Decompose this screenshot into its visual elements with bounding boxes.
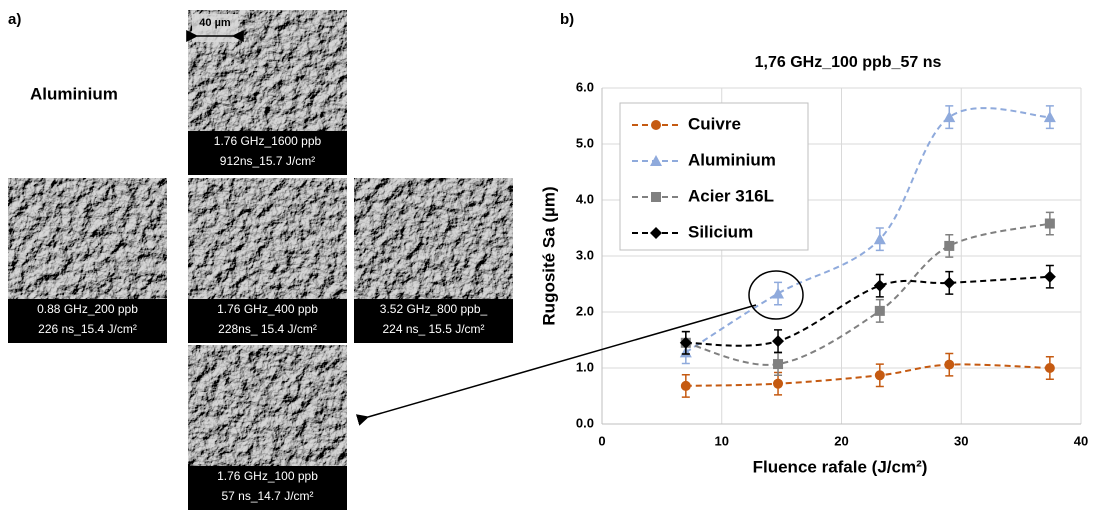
caption-line: 226 ns_15.4 J/cm²: [38, 322, 137, 336]
caption-line: 1.76 GHz_400 ppb: [217, 302, 318, 316]
caption-box: [188, 131, 347, 175]
marker: [772, 287, 785, 299]
legend-box: [619, 102, 809, 251]
series-line: [685, 275, 1050, 347]
y-tick-label: 6.0: [576, 79, 594, 94]
marker: [1044, 218, 1055, 229]
material-label: Aluminium: [30, 84, 118, 103]
legend-label: Acier 316L: [688, 186, 774, 205]
x-tick-label: 10: [715, 433, 729, 448]
legend-label: Cuivre: [688, 114, 741, 133]
legend-marker: [651, 120, 661, 130]
panel-label: a): [8, 11, 21, 28]
y-tick-label: 4.0: [576, 191, 594, 206]
y-tick-label: 5.0: [576, 135, 594, 150]
caption-box: [354, 299, 513, 343]
scale-bar-label: 40 µm: [199, 17, 231, 29]
arrow: [355, 304, 757, 426]
caption-line: 0.88 GHz_200 ppb: [37, 302, 138, 316]
y-tick-label: 3.0: [576, 247, 594, 262]
marker: [1044, 363, 1055, 373]
panel-label: b): [560, 11, 574, 28]
legend-label: Aluminium: [688, 150, 776, 169]
marker: [680, 380, 691, 391]
caption-box: [188, 299, 347, 343]
legend-label: Silicium: [688, 222, 753, 241]
caption-line: 228ns_ 15.4 J/cm²: [218, 322, 317, 336]
marker: [944, 359, 955, 370]
marker: [679, 336, 692, 349]
marker: [943, 276, 956, 289]
caption-box: [8, 299, 167, 343]
marker: [943, 111, 956, 123]
marker: [773, 359, 784, 370]
image-grid: 1.76 GHz_1600 ppb 912ns_15.7 J/cm² 0.88 GH…: [8, 10, 513, 510]
legend-marker: [650, 155, 662, 166]
marker: [944, 240, 955, 251]
highlight-circle: [748, 270, 804, 320]
chart-title: 1,76 GHz_100 ppb_57 ns: [755, 54, 942, 71]
marker: [1043, 270, 1056, 283]
chart: 1,76 GHz_100 ppb_57 ns Fluence rafale (J…: [355, 54, 1088, 476]
caption-line: 912ns_15.7 J/cm²: [220, 154, 315, 168]
marker: [874, 370, 885, 381]
y-tick-label: 1.0: [576, 359, 594, 374]
x-axis-label: Fluence rafale (J/cm²): [753, 457, 928, 476]
x-tick-label: 30: [954, 433, 968, 448]
legend-marker: [651, 192, 661, 202]
x-tick-label: 20: [834, 433, 848, 448]
y-axis-label: Rugosité Sa (µm): [539, 186, 558, 325]
marker: [772, 335, 785, 348]
caption-line: 224 ns_ 15.5 J/cm²: [382, 322, 484, 336]
legend-marker: [650, 227, 662, 239]
marker: [1043, 111, 1056, 123]
marker: [874, 305, 885, 316]
marker: [773, 378, 784, 389]
x-tick-label: 0: [598, 433, 605, 448]
caption-line: 1.76 GHz_100 ppb: [217, 469, 318, 483]
marker: [873, 233, 886, 245]
caption-line: 57 ns_14.7 J/cm²: [221, 489, 313, 503]
x-tick-label: 40: [1074, 433, 1088, 448]
caption-box: [188, 466, 347, 510]
y-tick-label: 2.0: [576, 303, 594, 318]
caption-line: 1.76 GHz_1600 ppb: [214, 134, 322, 148]
caption-line: 3.52 GHz_800 ppb_: [380, 302, 488, 316]
marker: [873, 279, 886, 292]
y-tick-label: 0.0: [576, 415, 594, 430]
